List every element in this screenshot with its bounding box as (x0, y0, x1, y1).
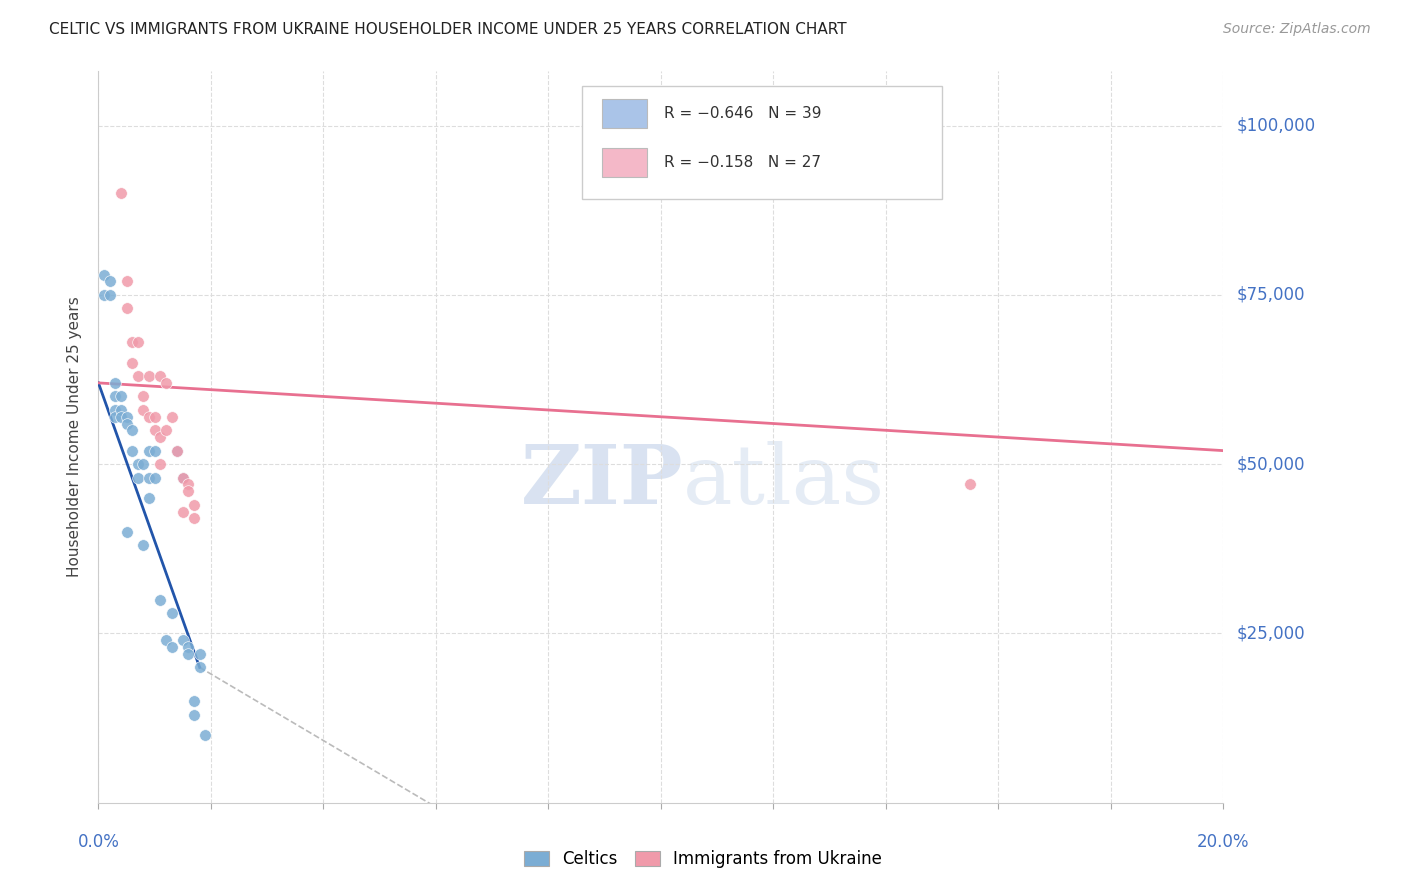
Point (138, 409, 160, 424)
Point (110, 389, 132, 403)
Text: CELTIC VS IMMIGRANTS FROM UKRAINE HOUSEHOLDER INCOME UNDER 25 YEARS CORRELATION : CELTIC VS IMMIGRANTS FROM UKRAINE HOUSEH… (49, 22, 846, 37)
Point (188, 660, 211, 674)
Point (149, 369, 172, 384)
FancyBboxPatch shape (602, 148, 647, 178)
Point (143, 471, 166, 485)
FancyBboxPatch shape (602, 99, 647, 128)
Text: $75,000: $75,000 (1237, 285, 1306, 304)
Point (172, 471, 194, 485)
Point (177, 484, 200, 499)
Point (104, 403, 127, 417)
Point (110, 409, 132, 424)
FancyBboxPatch shape (582, 86, 942, 200)
Point (98, 288, 121, 302)
Point (104, 389, 127, 403)
Point (138, 443, 160, 458)
Point (127, 335, 149, 350)
Point (121, 443, 143, 458)
Point (959, 477, 981, 491)
Point (183, 707, 205, 722)
Point (177, 477, 200, 491)
Point (177, 647, 200, 661)
Point (149, 430, 172, 444)
Point (104, 376, 127, 390)
Text: 20.0%: 20.0% (1197, 833, 1250, 851)
Point (177, 640, 200, 654)
Text: $50,000: $50,000 (1237, 455, 1306, 473)
Point (121, 355, 143, 369)
Point (160, 409, 183, 424)
Point (143, 443, 166, 458)
Point (104, 409, 127, 424)
Point (115, 417, 138, 431)
Point (138, 471, 160, 485)
Point (127, 369, 149, 384)
Text: Source: ZipAtlas.com: Source: ZipAtlas.com (1223, 22, 1371, 37)
Point (160, 606, 183, 620)
Point (160, 640, 183, 654)
Point (166, 443, 188, 458)
Point (98, 274, 121, 288)
Point (155, 633, 177, 648)
Point (149, 592, 172, 607)
Point (143, 409, 166, 424)
Point (115, 409, 138, 424)
Point (183, 511, 205, 525)
Text: atlas: atlas (683, 441, 886, 521)
Point (132, 389, 155, 403)
Point (172, 471, 194, 485)
Point (143, 423, 166, 437)
Point (138, 369, 160, 384)
Point (183, 498, 205, 512)
Point (155, 376, 177, 390)
Point (132, 403, 155, 417)
Point (127, 457, 149, 471)
Point (132, 538, 155, 552)
Point (138, 491, 160, 505)
Legend: Celtics, Immigrants from Ukraine: Celtics, Immigrants from Ukraine (517, 844, 889, 875)
Point (93, 288, 115, 302)
Point (188, 647, 211, 661)
Point (115, 274, 138, 288)
Text: $25,000: $25,000 (1237, 624, 1306, 642)
Point (110, 403, 132, 417)
Point (155, 423, 177, 437)
Point (149, 457, 172, 471)
Point (132, 457, 155, 471)
Point (115, 524, 138, 539)
Text: ZIP: ZIP (520, 441, 683, 521)
Point (127, 471, 149, 485)
Point (172, 505, 194, 519)
Text: R = −0.158   N = 27: R = −0.158 N = 27 (664, 155, 821, 170)
Y-axis label: Householder Income Under 25 years: Householder Income Under 25 years (67, 297, 83, 577)
Point (121, 423, 143, 437)
Point (183, 694, 205, 708)
Point (121, 335, 143, 350)
Point (110, 186, 132, 201)
Text: 0.0%: 0.0% (77, 833, 120, 851)
Text: $100,000: $100,000 (1237, 117, 1316, 135)
Point (194, 728, 217, 742)
Point (115, 301, 138, 316)
Text: R = −0.646   N = 39: R = −0.646 N = 39 (664, 106, 821, 121)
Point (172, 633, 194, 648)
Point (166, 443, 188, 458)
Point (93, 268, 115, 282)
